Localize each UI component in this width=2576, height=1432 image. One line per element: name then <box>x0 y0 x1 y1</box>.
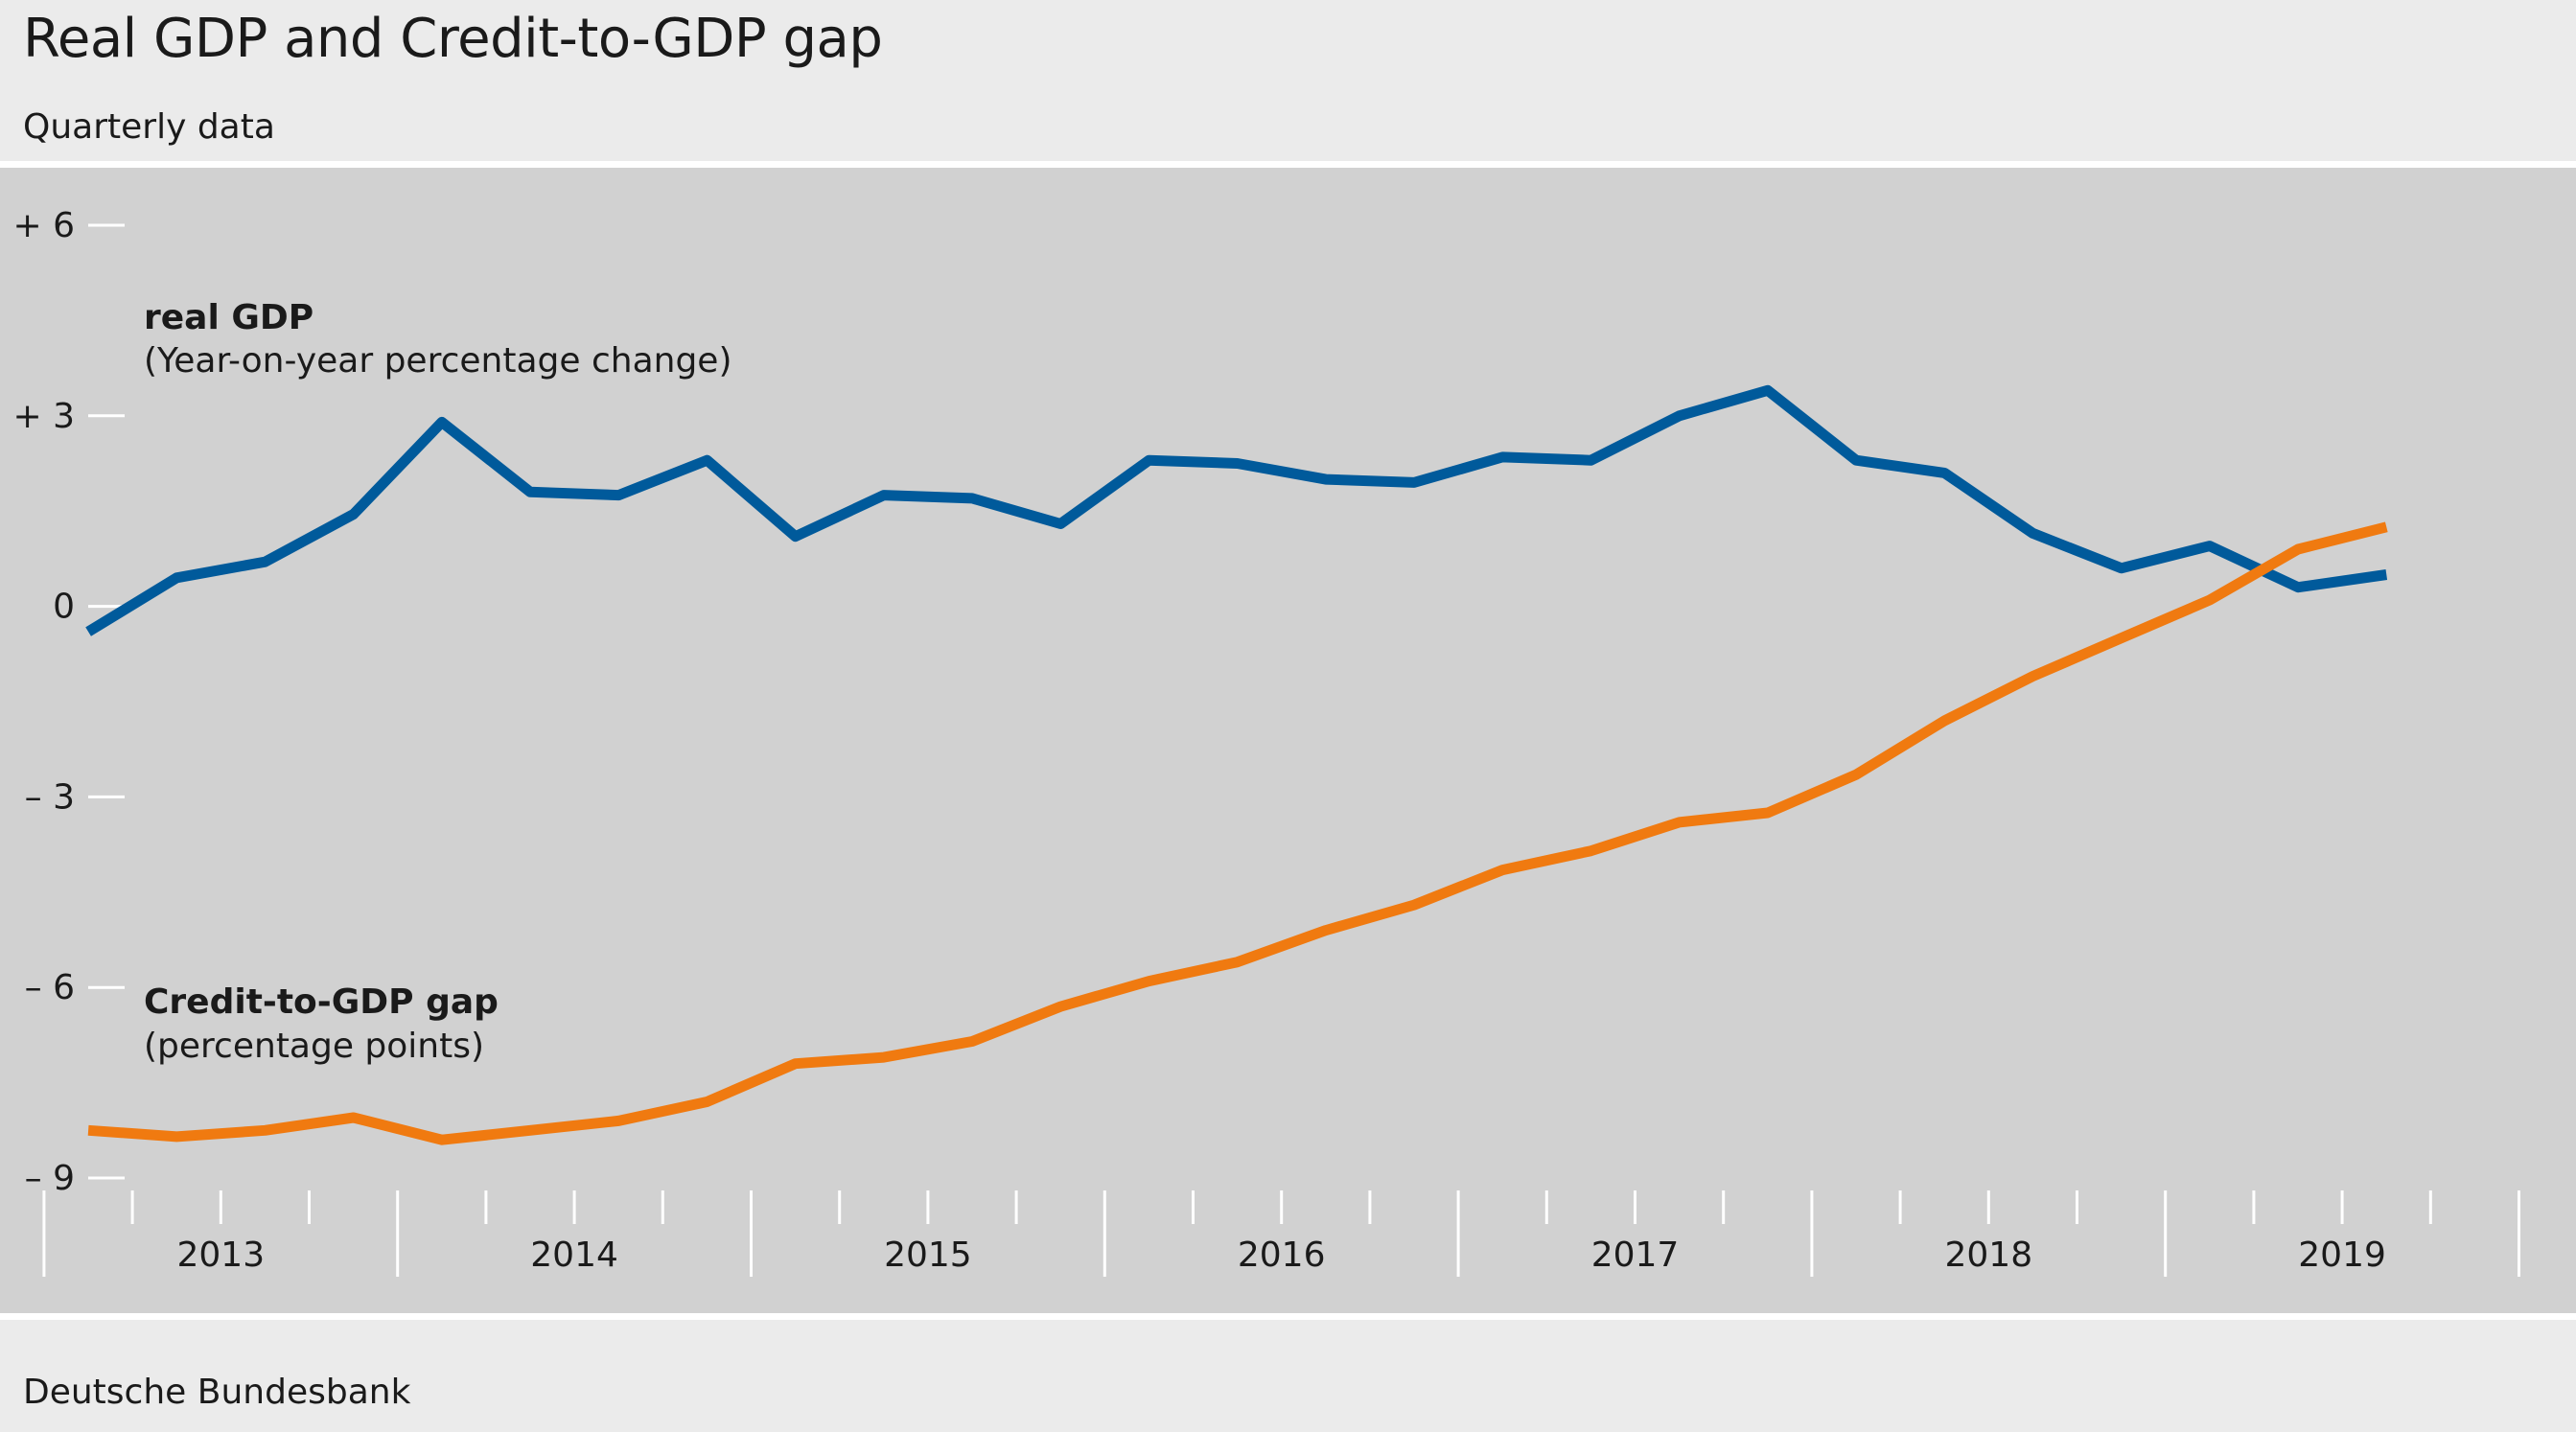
plot-area: + 6 + 3 0– 3– 6– 9 2013 2014 2015 2016 2017 201… <box>0 168 2576 1313</box>
source-note: Deutsche Bundesbank <box>23 1373 411 1412</box>
series-annotations: real GDP (Year-on-year percentage change… <box>144 298 732 1066</box>
x-year-label: 2019 <box>2298 1236 2386 1275</box>
x-axis: 2013 2014 2015 2016 2017 2018 2019 <box>42 1190 2520 1277</box>
x-year-label: 2017 <box>1591 1236 1680 1275</box>
y-axis: + 6 + 3 0 – 3 – 6 – 9 <box>12 206 125 1198</box>
y-tick-label: – 3 <box>25 777 75 817</box>
gdp-series-label: real GDP <box>144 298 313 337</box>
gdp-series-line <box>85 384 2388 636</box>
x-year-label: 2014 <box>530 1236 618 1275</box>
chart-subtitle: Quarterly data <box>23 107 275 147</box>
chart-title: Real GDP and Credit-to-GDP gap <box>23 8 883 70</box>
x-year-label: 2015 <box>884 1236 972 1275</box>
x-year-label: 2013 <box>176 1236 265 1275</box>
bottom-divider <box>0 1313 2576 1320</box>
x-year-label: 2018 <box>1944 1236 2032 1275</box>
x-year-label: 2016 <box>1238 1236 1326 1275</box>
y-tick-label: – 6 <box>25 968 75 1007</box>
chart-header: Real GDP and Credit-to-GDP gap Quarterly… <box>0 0 2576 163</box>
gap-series-unit: (percentage points) <box>144 1027 484 1066</box>
y-tick-label: – 9 <box>25 1159 75 1198</box>
chart-svg: + 6+ 30– 3– 6– 9 2013 2014 2015 2016 2017 201… <box>12 206 2520 1277</box>
gap-series-label: Credit-to-GDP gap <box>144 982 499 1022</box>
y-tick-label: 0 <box>53 588 75 627</box>
series-layer <box>85 384 2388 1145</box>
y-tick-label: + 3 <box>12 397 75 436</box>
top-divider <box>0 161 2576 168</box>
y-tick-label: + 6 <box>12 206 75 245</box>
gdp-series-unit: (Year-on-year percentage change) <box>144 341 732 381</box>
